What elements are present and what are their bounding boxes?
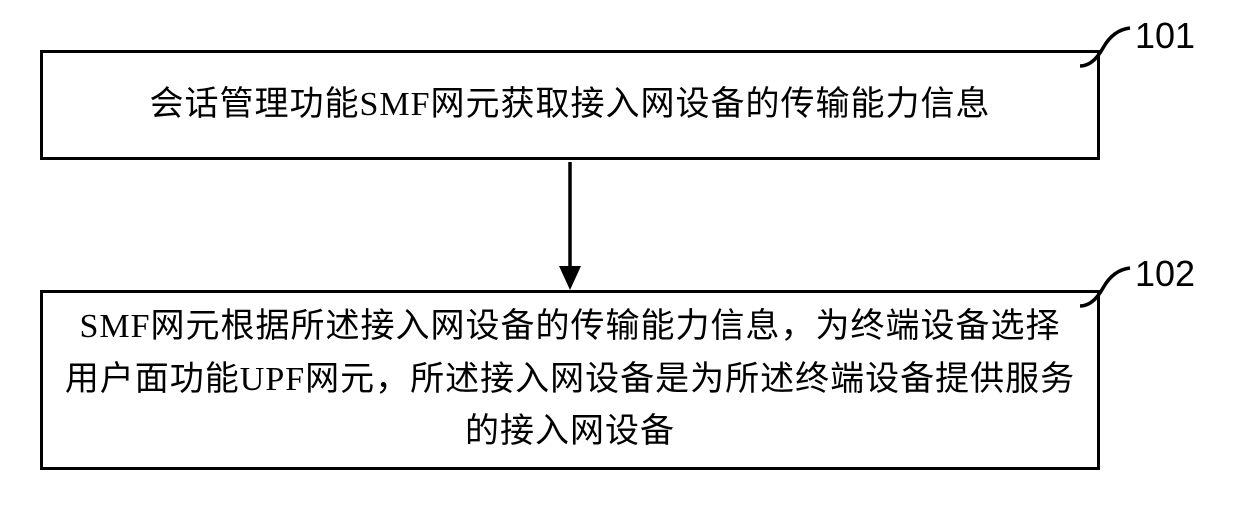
flowchart-container: 会话管理功能SMF网元获取接入网设备的传输能力信息 101 SMF网元根据所述接… <box>0 0 1239 508</box>
flowchart-step-2: SMF网元根据所述接入网设备的传输能力信息，为终端设备选择用户面功能UPF网元，… <box>40 290 1100 470</box>
step-1-label: 101 <box>1135 15 1195 57</box>
flowchart-arrow <box>556 162 584 290</box>
flowchart-step-1: 会话管理功能SMF网元获取接入网设备的传输能力信息 <box>40 50 1100 160</box>
step-2-text: SMF网元根据所述接入网设备的传输能力信息，为终端设备选择用户面功能UPF网元，… <box>63 301 1077 459</box>
step-1-text: 会话管理功能SMF网元获取接入网设备的传输能力信息 <box>149 79 990 132</box>
step-2-label: 102 <box>1135 253 1195 295</box>
